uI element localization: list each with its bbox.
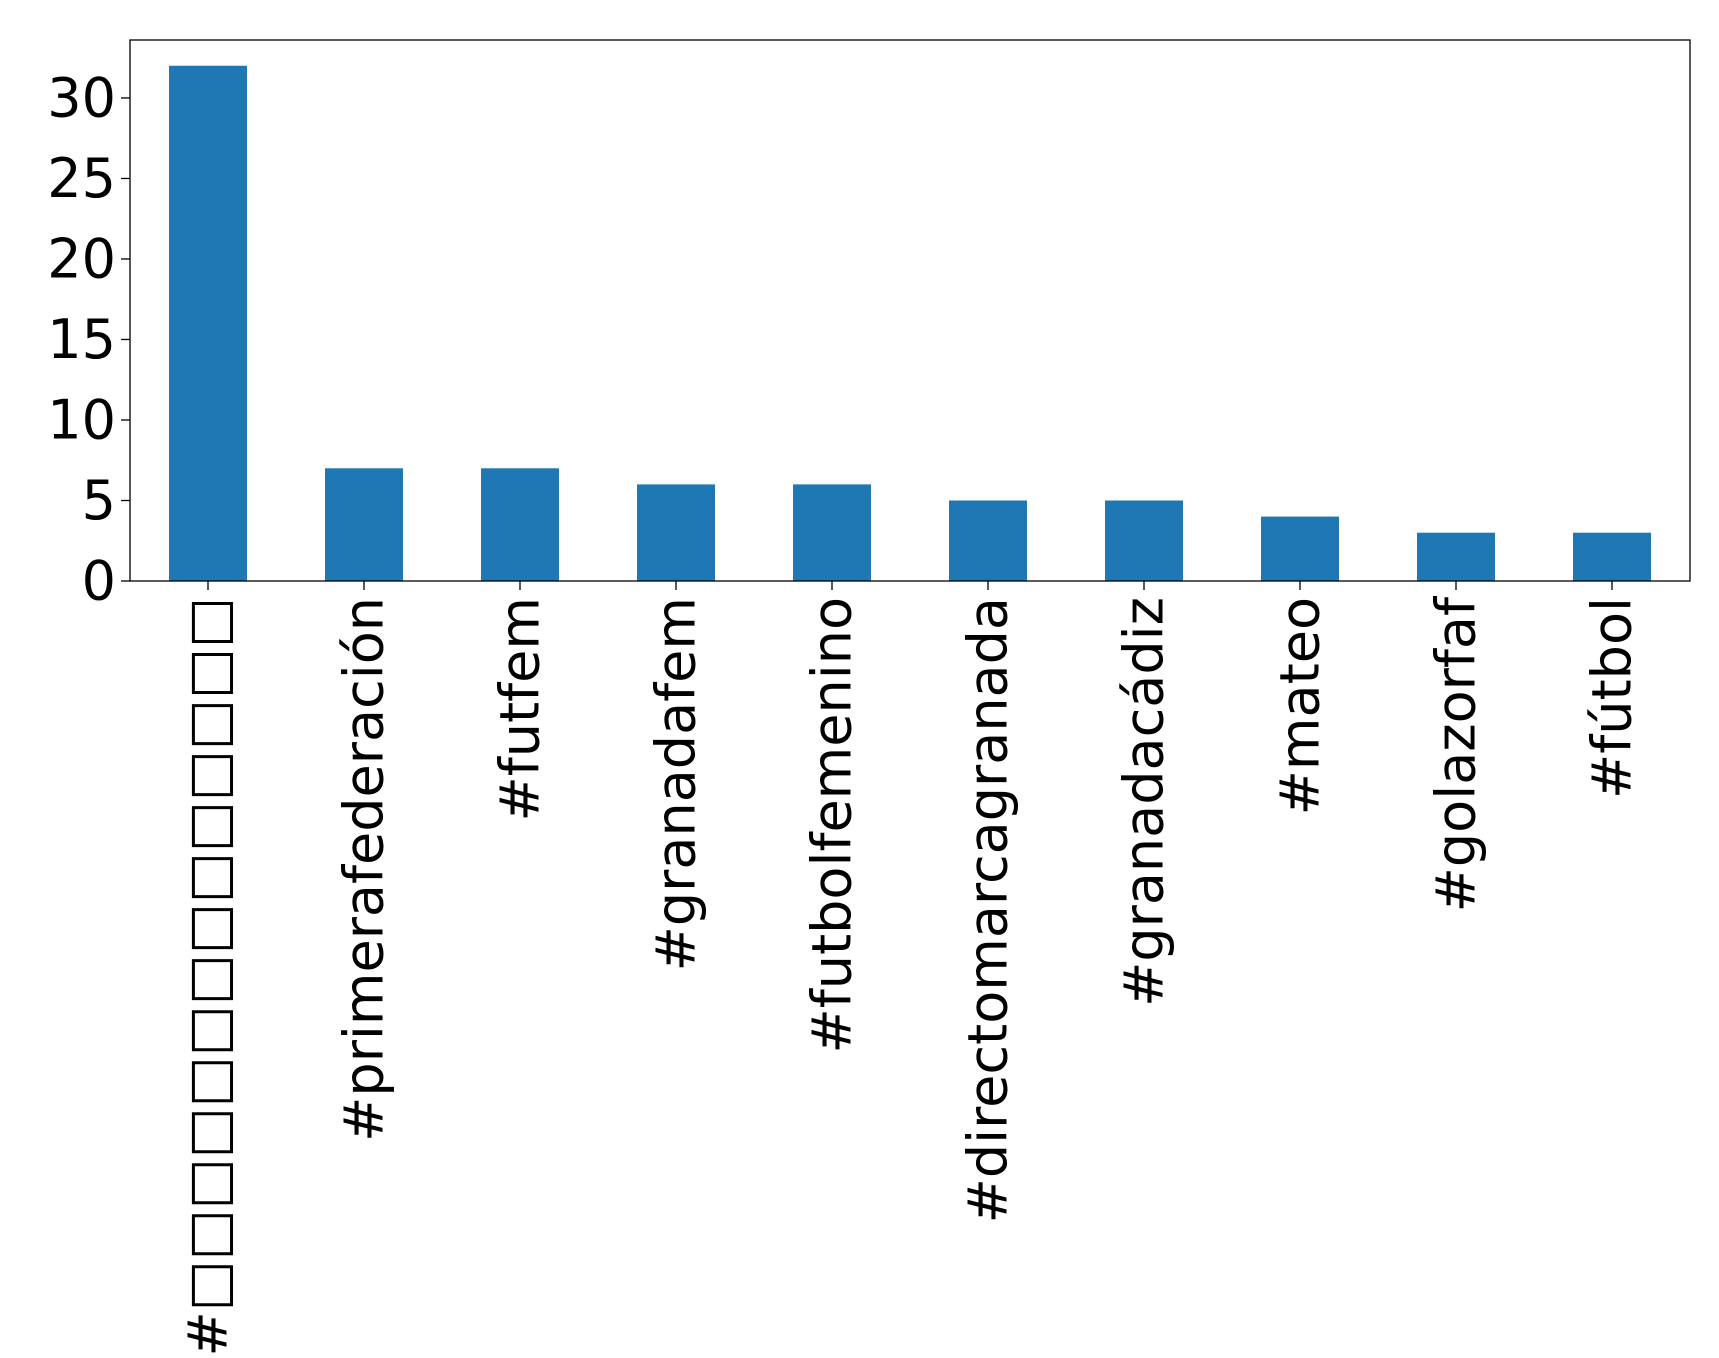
bar-7: [1261, 516, 1339, 581]
x-tick-label-5: #directomarcagranada: [957, 597, 1020, 1223]
y-axis: 0 5 10 15 20 25 30: [47, 66, 130, 613]
y-tick-label-2: 10: [47, 388, 116, 451]
x-tick-label-0: #□□□□□□□□□□□□□□: [177, 597, 240, 1353]
bar-2: [481, 468, 559, 581]
x-tick-label-3: #granadafem: [645, 597, 708, 971]
y-tick-label-4: 20: [47, 227, 116, 290]
x-tick-label-8: #golazorfaf: [1425, 595, 1488, 912]
bar-5: [949, 500, 1027, 581]
bar-6: [1105, 500, 1183, 581]
plot-frame: [129, 39, 1691, 582]
x-tick-label-9: #fútbol: [1581, 597, 1644, 799]
bar-1: [325, 468, 403, 581]
x-tick-label-4: #futbolfemenino: [801, 597, 864, 1054]
y-tick-label-6: 30: [47, 66, 116, 129]
y-tick-label-1: 5: [82, 469, 116, 532]
y-tick-label-0: 0: [82, 550, 116, 613]
bar-4: [793, 484, 871, 581]
x-tick-label-2: #futfem: [489, 597, 552, 822]
x-tick-label-6: #granadacádiz: [1113, 597, 1176, 1007]
bar-8: [1417, 532, 1495, 581]
y-tick-label-5: 25: [47, 147, 116, 210]
bars-layer: [169, 65, 1651, 581]
y-tick-label-3: 15: [47, 308, 116, 371]
x-tick-label-7: #mateo: [1269, 597, 1332, 815]
bar-0: [169, 65, 247, 581]
bar-3: [637, 484, 715, 581]
x-tick-label-1: #primerafederación: [333, 597, 396, 1142]
x-axis: #□□□□□□□□□□□□□□ #primerafederación #futfem…: [177, 581, 1644, 1357]
bar-9: [1573, 532, 1651, 581]
